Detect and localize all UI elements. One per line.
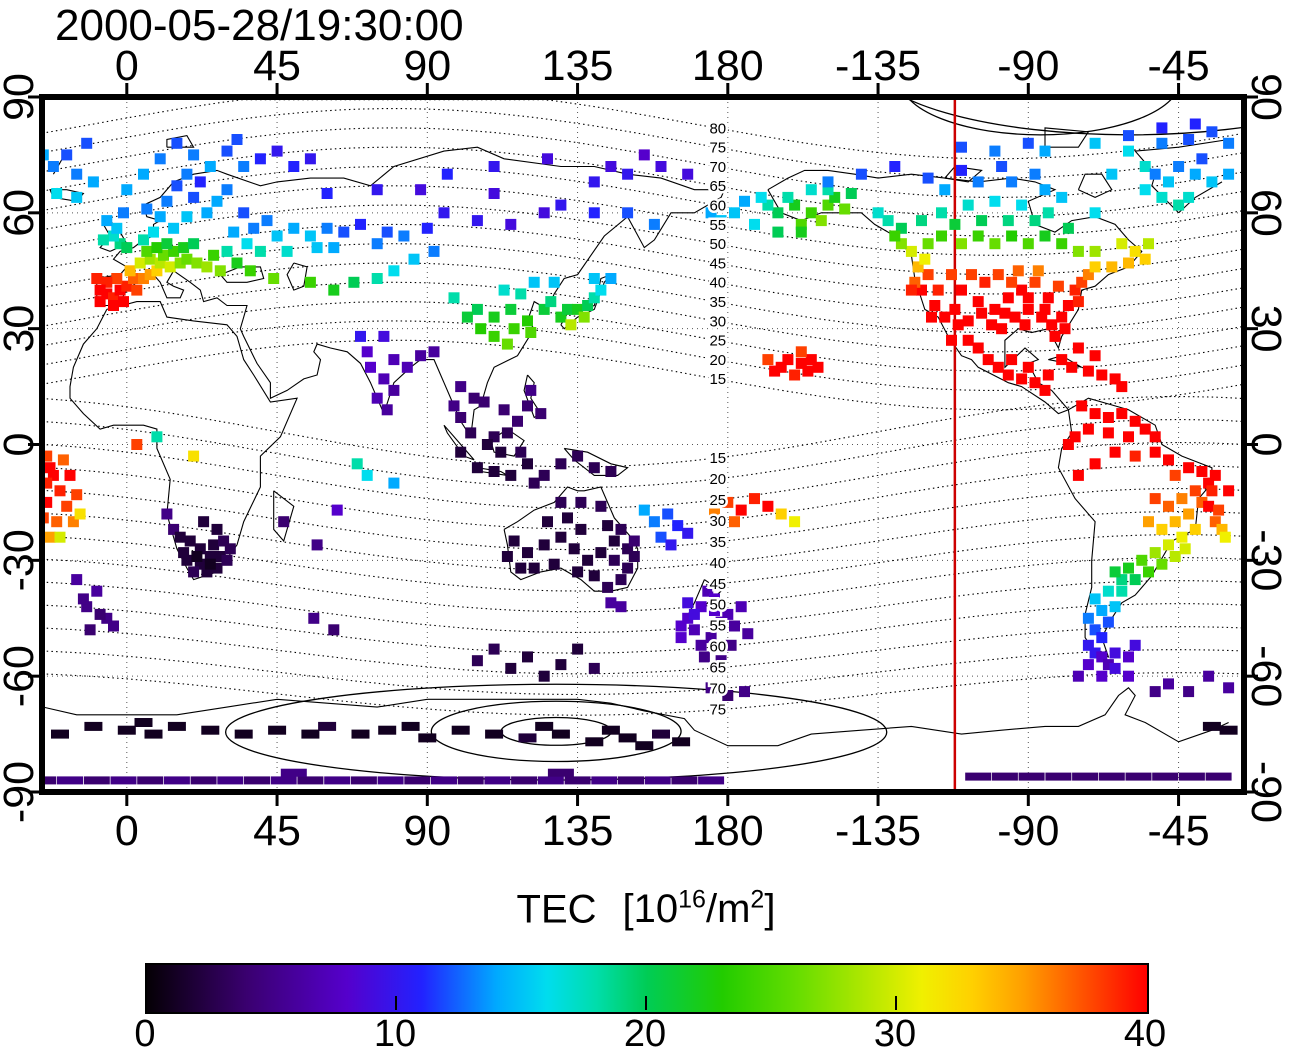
svg-text:-30: -30 [0, 529, 43, 591]
svg-text:135: 135 [542, 42, 614, 90]
colorbar-tick-label: 30 [873, 1013, 917, 1055]
axis-tick-labels: 0045459090135135180180-135-135-90-90-45-… [0, 42, 1290, 855]
svg-text:20: 20 [709, 352, 726, 369]
svg-text:30: 30 [709, 513, 726, 530]
svg-text:-45: -45 [1147, 807, 1209, 855]
colorbar-unit-open: [10 [622, 887, 679, 932]
svg-text:60: 60 [1242, 189, 1290, 237]
colorbar-tick-label: 10 [373, 1013, 417, 1055]
svg-text:90: 90 [0, 73, 43, 121]
svg-text:30: 30 [709, 313, 726, 330]
svg-text:15: 15 [709, 371, 726, 388]
colorbar-gradient [145, 963, 1149, 1014]
svg-text:45: 45 [709, 576, 726, 593]
coastline-layer [43, 127, 1229, 747]
svg-text:180: 180 [692, 807, 764, 855]
svg-text:55: 55 [709, 618, 726, 635]
colorbar-tick-label: 20 [623, 1013, 667, 1055]
svg-text:45: 45 [253, 42, 301, 90]
svg-text:50: 50 [709, 236, 726, 253]
svg-text:45: 45 [253, 807, 301, 855]
svg-text:35: 35 [709, 294, 726, 311]
colorbar-unit-exponent: 16 [678, 886, 706, 914]
tec-sample-layer [30, 118, 1238, 785]
svg-text:25: 25 [709, 492, 726, 509]
svg-text:-90: -90 [997, 807, 1059, 855]
svg-text:30: 30 [0, 305, 43, 353]
svg-text:65: 65 [709, 660, 726, 677]
svg-text:35: 35 [709, 534, 726, 551]
svg-text:135: 135 [542, 807, 614, 855]
svg-text:-135: -135 [835, 42, 921, 90]
colorbar-tick-label: 0 [134, 1013, 156, 1055]
svg-text:-45: -45 [1147, 42, 1209, 90]
plot-mask [0, 0, 1292, 862]
svg-text:65: 65 [709, 178, 726, 195]
plot-frame [28, 83, 1258, 806]
svg-text:90: 90 [403, 807, 451, 855]
svg-text:90: 90 [1242, 73, 1290, 121]
svg-text:0: 0 [115, 807, 139, 855]
svg-text:0: 0 [0, 433, 43, 457]
svg-text:75: 75 [709, 140, 726, 157]
svg-text:45: 45 [709, 255, 726, 272]
svg-text:180: 180 [692, 42, 764, 90]
colorbar-unit: [1016/m2] [622, 886, 776, 932]
svg-text:60: 60 [0, 189, 43, 237]
colorbar-unit-exponent2: 2 [750, 886, 765, 914]
svg-text:-90: -90 [997, 42, 1059, 90]
svg-text:-90: -90 [0, 761, 43, 823]
svg-text:90: 90 [403, 42, 451, 90]
colorbar-title: TEC [1016/m2] [0, 886, 1292, 932]
svg-text:20: 20 [709, 471, 726, 488]
svg-text:55: 55 [709, 217, 726, 234]
svg-text:-135: -135 [835, 807, 921, 855]
svg-text:70: 70 [709, 681, 726, 698]
svg-text:60: 60 [709, 639, 726, 656]
svg-text:0: 0 [1242, 433, 1290, 457]
svg-text:40: 40 [709, 275, 726, 292]
svg-text:25: 25 [709, 333, 726, 350]
svg-text:70: 70 [709, 159, 726, 176]
colorbar-label: TEC [516, 887, 597, 932]
svg-text:0: 0 [115, 42, 139, 90]
svg-text:75: 75 [709, 702, 726, 719]
colorbar-unit-mid: /m [705, 887, 751, 932]
svg-text:-30: -30 [1242, 529, 1290, 591]
colorbar-tick-label: 40 [1123, 1013, 1167, 1055]
world-map-plot: 80 75 70 65 60 55 50 45 40 35 30 25 20 15 15 20 25 30 35 40… [0, 0, 1292, 862]
svg-text:15: 15 [709, 450, 726, 467]
svg-text:30: 30 [1242, 305, 1290, 353]
contour-label-layer: 80 75 70 65 60 55 50 45 40 35 30 25 20 15 15 20 25 30 35 40… [707, 118, 729, 721]
timestamp-title: 2000-05-28/19:30:00 [55, 1, 464, 50]
svg-text:50: 50 [709, 597, 726, 614]
svg-text:40: 40 [709, 555, 726, 572]
svg-text:-90: -90 [1242, 761, 1290, 823]
svg-text:-60: -60 [1242, 645, 1290, 707]
svg-text:60: 60 [709, 198, 726, 215]
svg-text:-60: -60 [0, 645, 43, 707]
colorbar-unit-close: ] [764, 887, 776, 932]
svg-text:80: 80 [709, 120, 726, 137]
